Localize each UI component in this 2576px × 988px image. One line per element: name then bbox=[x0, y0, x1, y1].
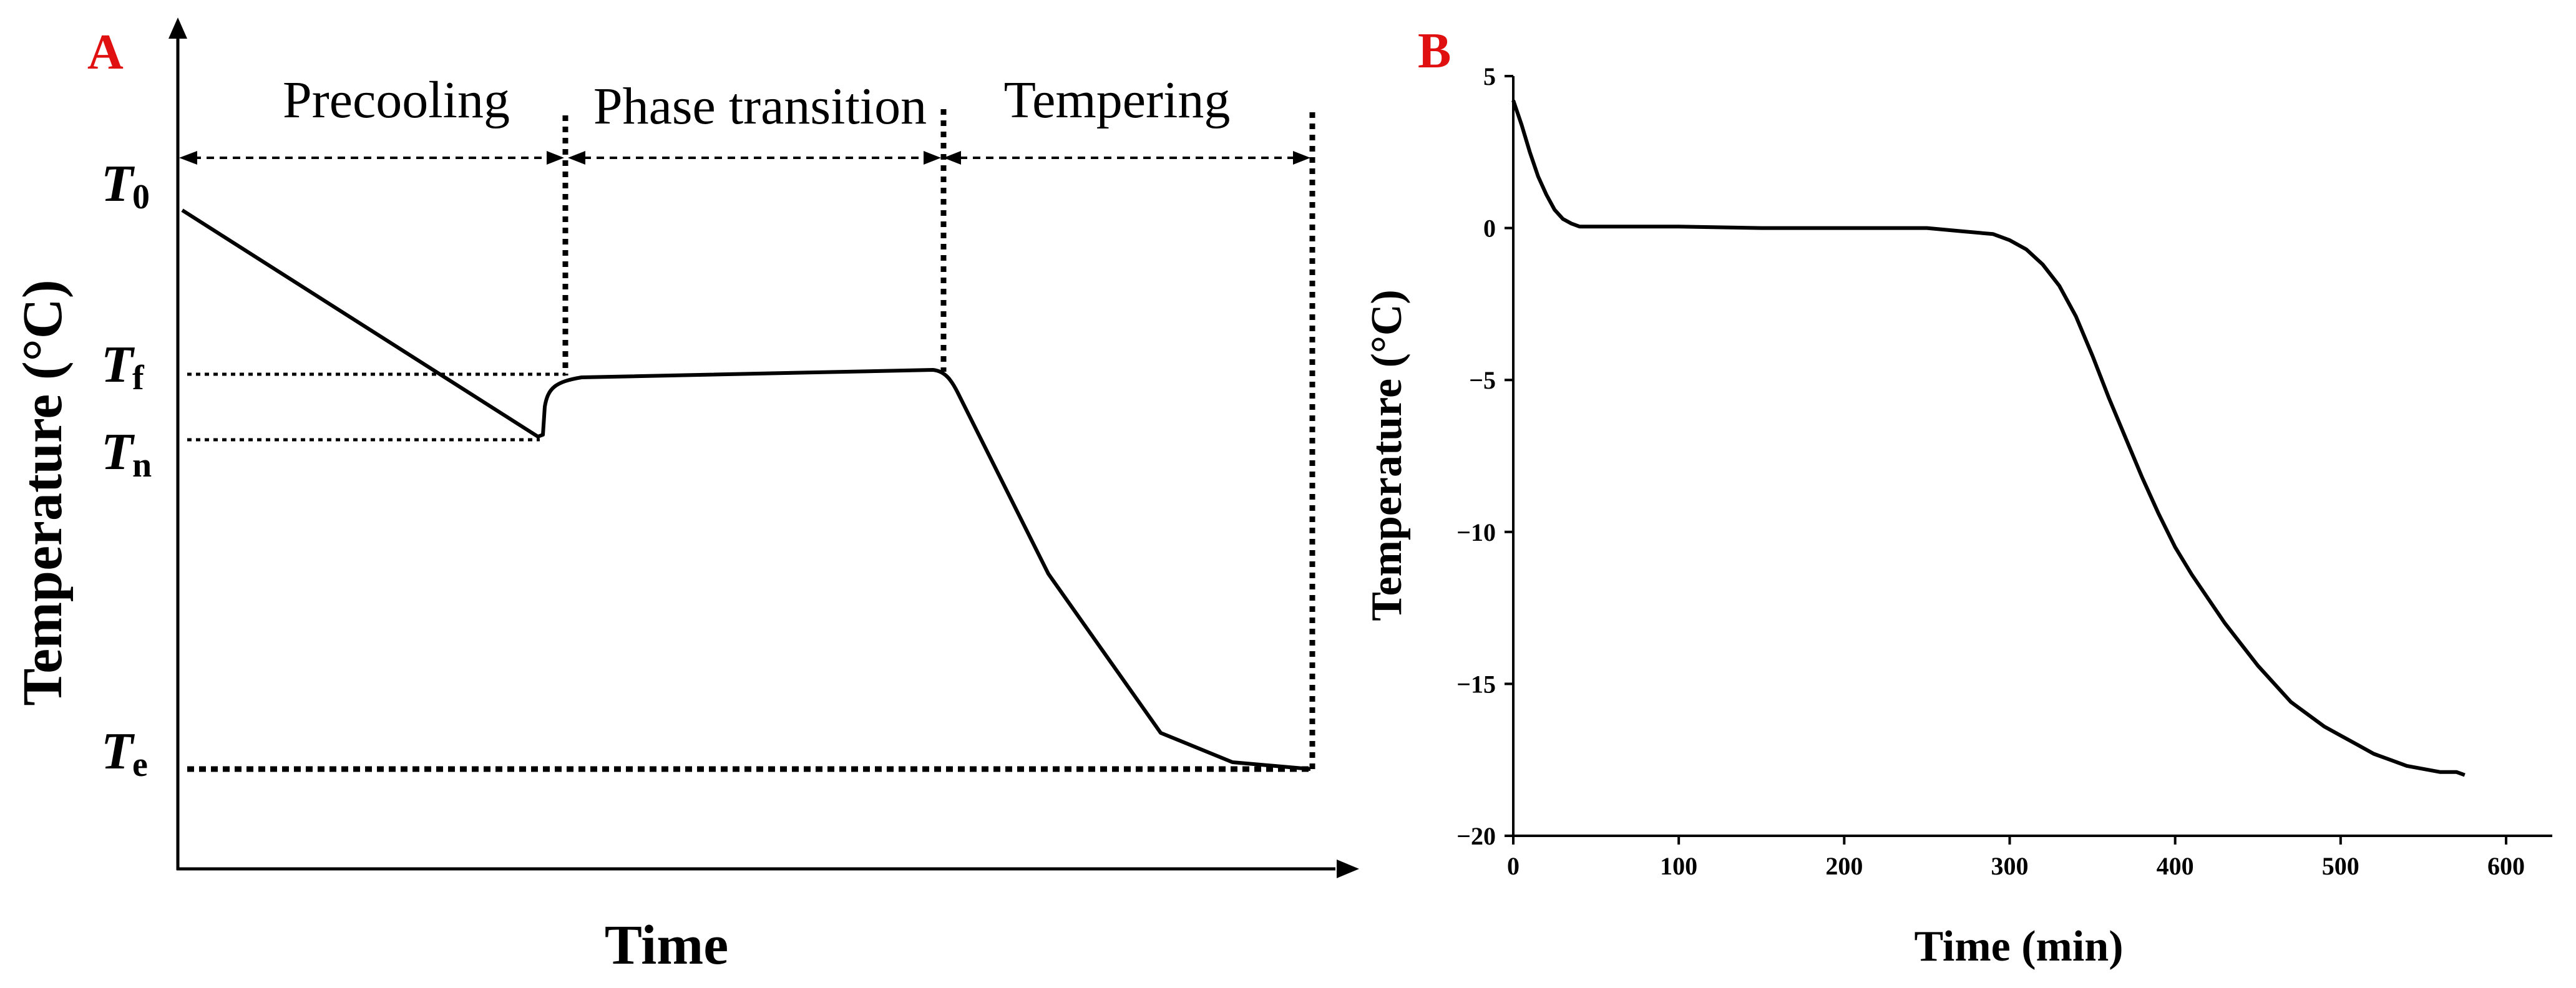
svg-text:e: e bbox=[132, 745, 148, 784]
x-tick-label-600: 600 bbox=[2487, 852, 2525, 880]
svg-text:T: T bbox=[101, 336, 135, 394]
panel-b-x-axis-title: Time (min) bbox=[1914, 923, 2123, 971]
svg-text:T: T bbox=[101, 423, 135, 481]
panel-a-y-axis-title: Temperature (°C) bbox=[12, 279, 74, 705]
panel-b-y-axis-title: Temperature (°C) bbox=[1363, 289, 1411, 621]
svg-text:T: T bbox=[101, 155, 135, 213]
svg-text:0: 0 bbox=[132, 178, 150, 216]
panel-a-freezing-curve bbox=[181, 208, 1311, 771]
symbol-t0: T 0 bbox=[101, 155, 150, 216]
phase-span-phase-transition bbox=[568, 151, 941, 165]
panel-a: A Precooling Phase transition Tempering bbox=[12, 17, 1359, 976]
y-tick-label-5: 5 bbox=[1483, 62, 1496, 90]
phase-span-precooling bbox=[179, 151, 564, 165]
phase-label-precooling: Precooling bbox=[283, 71, 510, 129]
panel-a-x-arrowhead bbox=[1337, 860, 1359, 878]
symbol-te: T e bbox=[101, 722, 148, 784]
x-tick-label-400: 400 bbox=[2157, 852, 2194, 880]
phase-span-tempering bbox=[944, 151, 1310, 165]
y-tick-label--20: −20 bbox=[1456, 822, 1496, 850]
x-tick-label-200: 200 bbox=[1825, 852, 1863, 880]
y-tick-label-0: 0 bbox=[1483, 215, 1496, 243]
svg-text:f: f bbox=[132, 359, 145, 397]
y-tick-label--15: −15 bbox=[1456, 670, 1496, 698]
x-tick-label-0: 0 bbox=[1507, 852, 1520, 880]
x-tick-label-300: 300 bbox=[1991, 852, 2028, 880]
y-tick-label--5: −5 bbox=[1469, 366, 1496, 394]
x-tick-label-100: 100 bbox=[1660, 852, 1697, 880]
symbol-tf: T f bbox=[101, 336, 145, 397]
panel-b-label: B bbox=[1418, 24, 1451, 79]
symbol-tn: T n bbox=[101, 423, 152, 485]
panel-a-y-arrowhead bbox=[168, 17, 187, 39]
x-tick-label-500: 500 bbox=[2322, 852, 2359, 880]
phase-label-phase-transition: Phase transition bbox=[593, 77, 927, 135]
panel-b-x-ticks: 0 100 200 300 400 500 600 bbox=[1507, 836, 2525, 880]
panel-b-y-ticks: 5 0 −5 −10 −15 −20 bbox=[1456, 62, 1513, 850]
panel-a-x-axis-title: Time bbox=[605, 914, 728, 976]
svg-text:T: T bbox=[101, 722, 135, 780]
panel-a-label: A bbox=[87, 25, 124, 80]
panel-b: B 0 100 200 300 400 500 600 5 0 −5 −10 −15 −20 Temp… bbox=[1363, 24, 2552, 971]
svg-text:n: n bbox=[132, 446, 152, 485]
y-tick-label--10: −10 bbox=[1456, 518, 1496, 546]
panel-b-series-temperature bbox=[1511, 100, 2466, 777]
phase-label-tempering: Tempering bbox=[1004, 71, 1231, 129]
